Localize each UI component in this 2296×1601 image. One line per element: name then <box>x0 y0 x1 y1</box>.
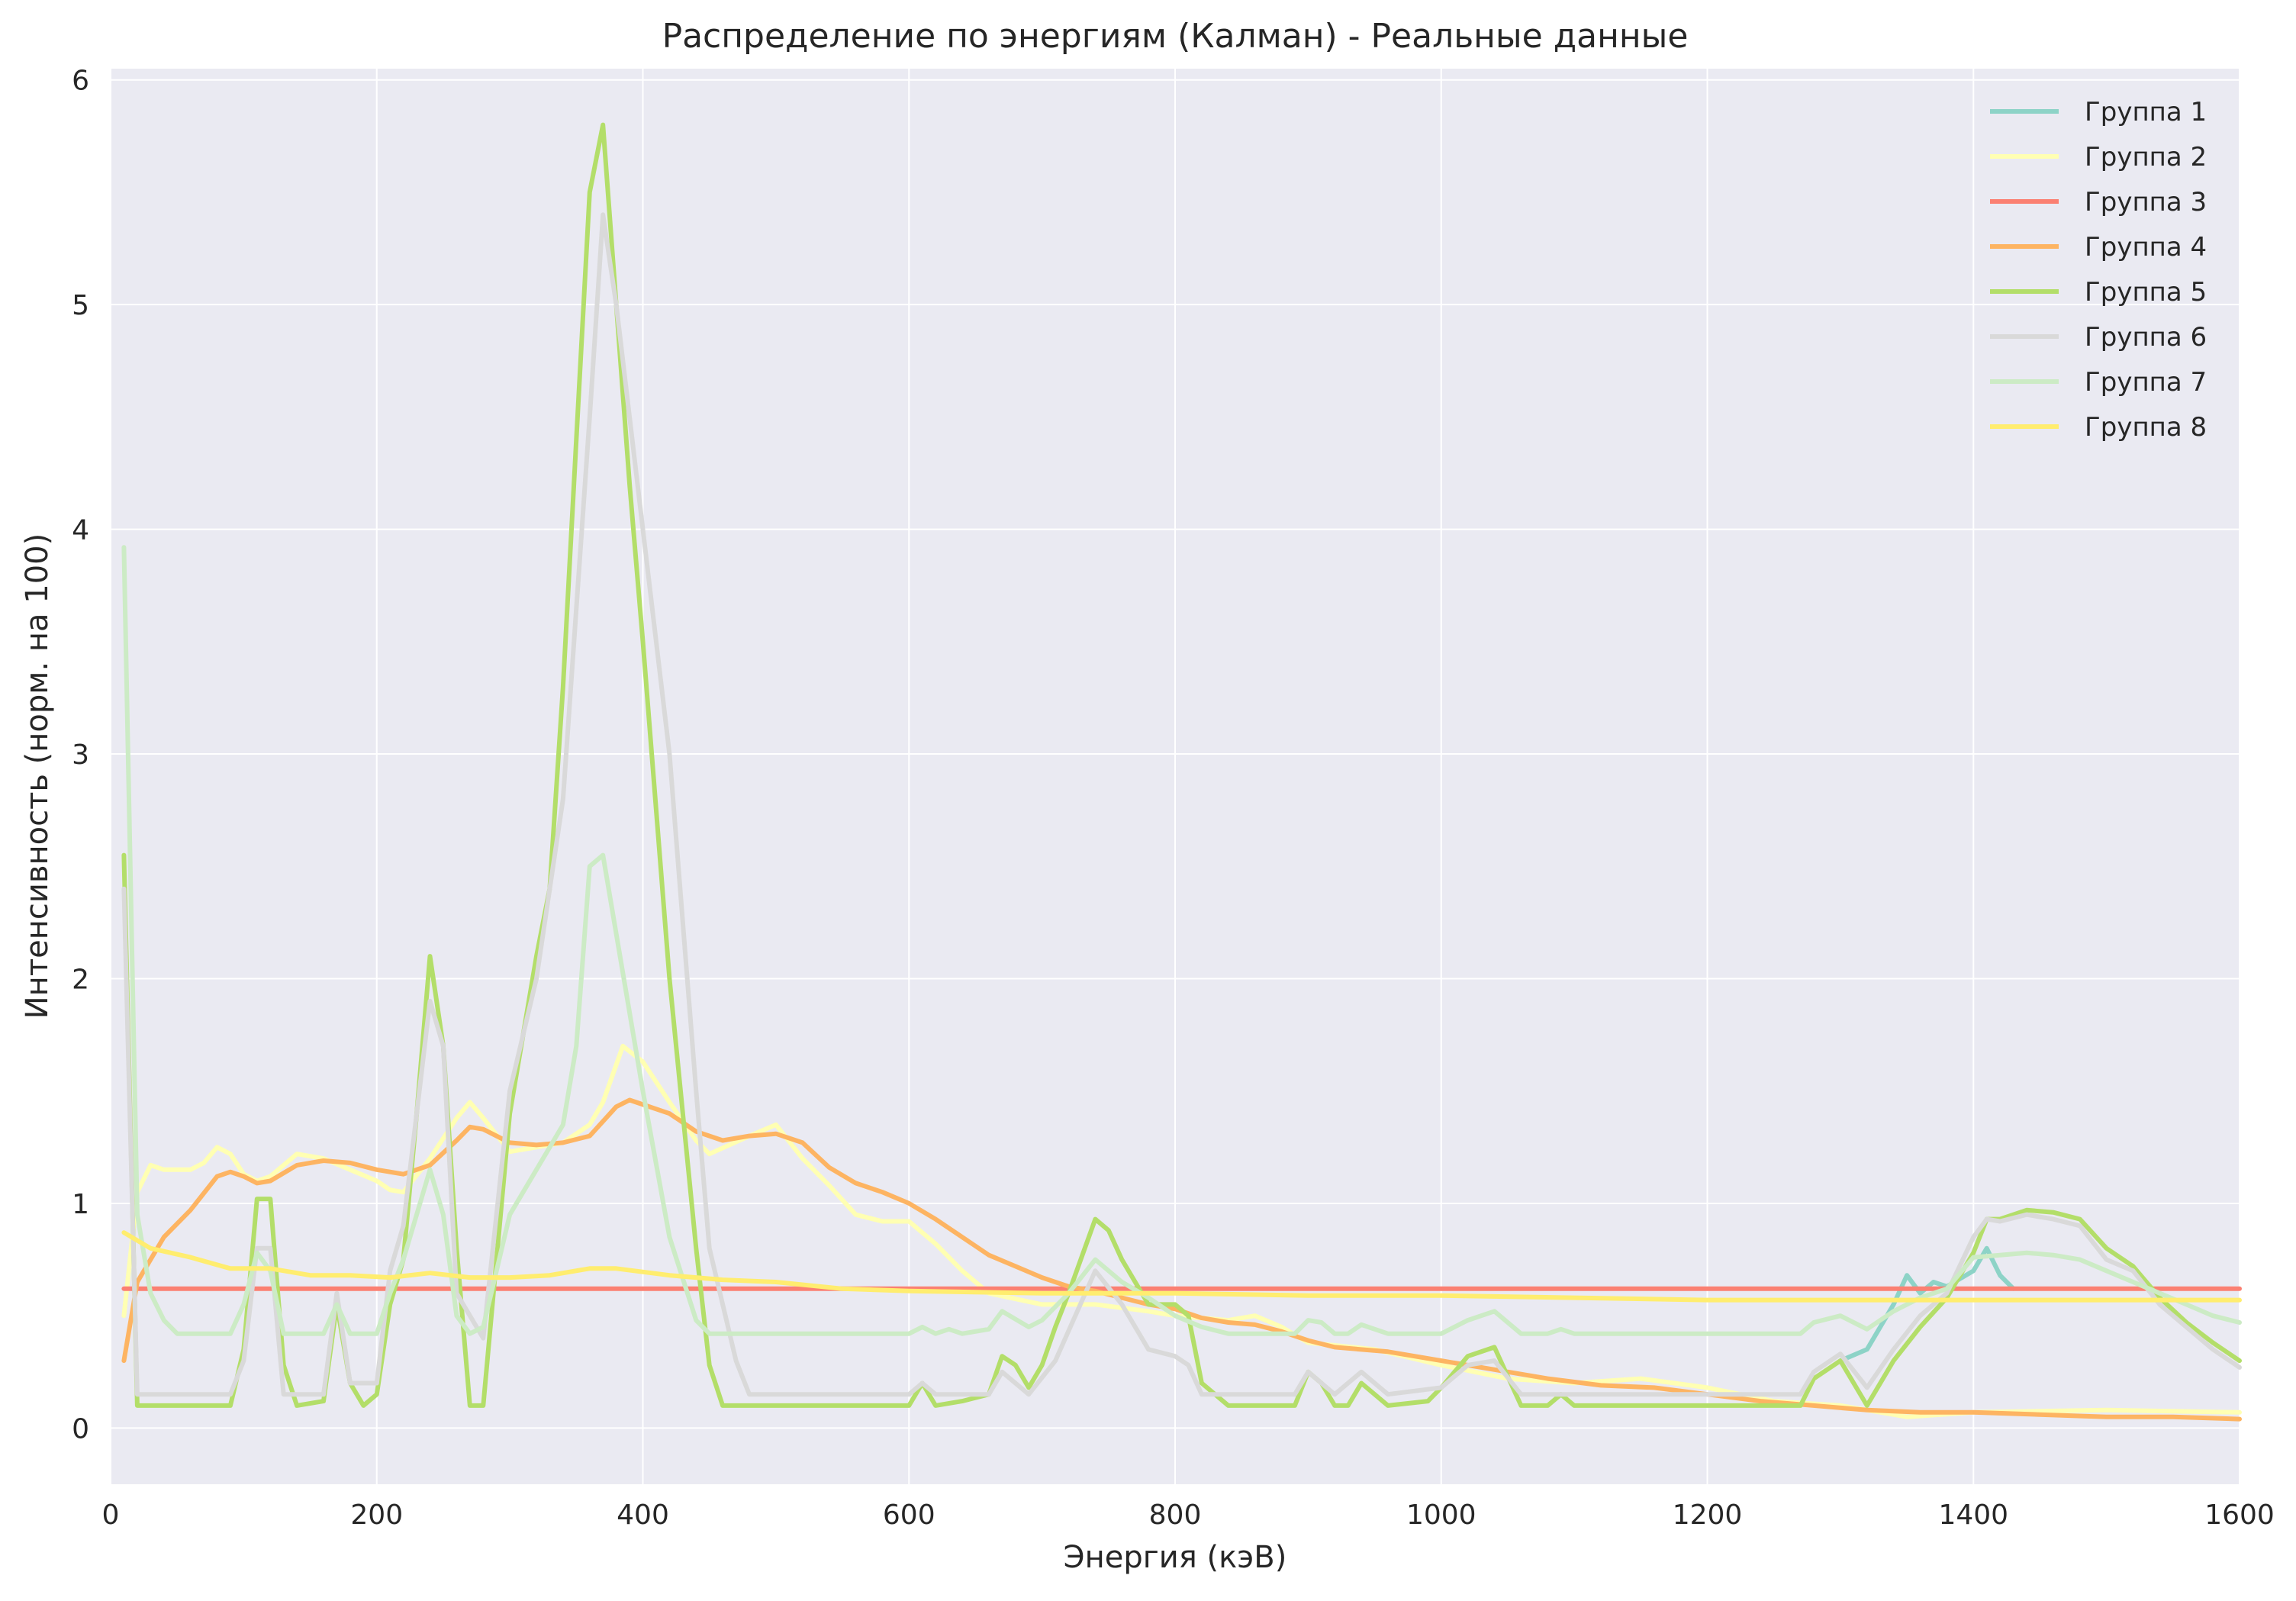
series-line-2 <box>121 1043 2242 1419</box>
x-tick-label: 1400 <box>1938 1500 2008 1531</box>
y-tick-label: 6 <box>72 66 89 97</box>
legend-label: Группа 7 <box>2085 367 2207 398</box>
y-tick-label: 0 <box>72 1413 89 1445</box>
legend-label: Группа 3 <box>2085 187 2207 217</box>
y-axis-ticks: 0 1 2 3 4 5 6 <box>72 66 89 1445</box>
series-line-8 <box>121 1230 2242 1303</box>
legend-label: Группа 5 <box>2085 277 2207 308</box>
x-tick-label: 1200 <box>1673 1500 1743 1531</box>
x-tick-label: 0 <box>102 1500 120 1531</box>
x-tick-label: 400 <box>617 1500 669 1531</box>
chart-title: Распределение по энергиям (Калман) - Реа… <box>662 17 1689 56</box>
grid-lines <box>110 69 2240 1484</box>
x-tick-label: 200 <box>350 1500 403 1531</box>
legend-label: Группа 1 <box>2085 97 2207 127</box>
series-line-6 <box>121 212 2242 1397</box>
x-tick-label: 600 <box>883 1500 935 1531</box>
series-line-4 <box>121 1097 2242 1422</box>
x-axis-ticks: 0 200 400 600 800 1000 1200 1400 1600 <box>102 1500 2275 1531</box>
legend-label: Группа 2 <box>2085 142 2207 172</box>
legend-label: Группа 4 <box>2085 232 2207 263</box>
legend-label: Группа 6 <box>2085 322 2207 353</box>
series-layer <box>121 122 2242 1422</box>
y-tick-label: 4 <box>72 515 89 546</box>
legend-label: Группа 8 <box>2085 412 2207 443</box>
x-tick-label: 1000 <box>1406 1500 1476 1531</box>
x-tick-label: 800 <box>1149 1500 1202 1531</box>
y-tick-label: 1 <box>72 1189 89 1220</box>
x-axis-label: Энергия (кэВ) <box>1064 1540 1287 1575</box>
x-tick-label: 1600 <box>2204 1500 2275 1531</box>
y-tick-label: 2 <box>72 965 89 996</box>
y-tick-label: 5 <box>72 290 89 321</box>
y-axis-label: Интенсивность (норм. на 100) <box>20 533 55 1019</box>
series-line-7 <box>121 545 2242 1336</box>
legend: Группа 1 Группа 2 Группа 3 Группа 4 Группа 5… <box>1990 97 2207 443</box>
y-tick-label: 3 <box>72 739 89 771</box>
